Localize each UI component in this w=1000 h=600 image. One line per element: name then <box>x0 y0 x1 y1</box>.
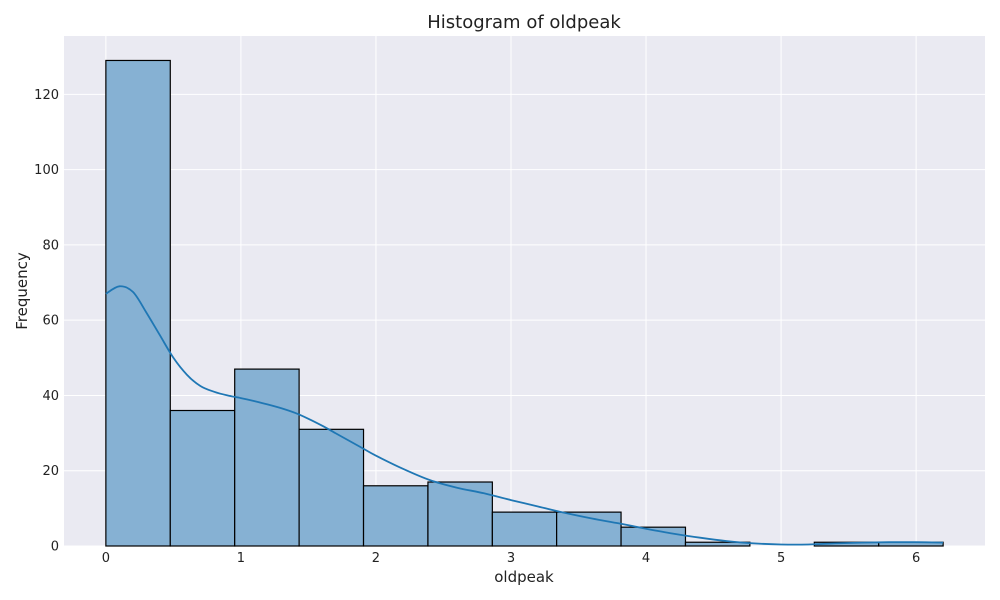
x-tick-label: 5 <box>777 551 785 566</box>
histogram-bar <box>298 428 365 547</box>
kde-curve <box>105 285 944 546</box>
histogram-bar <box>620 526 687 547</box>
x-tick-label: 2 <box>372 551 380 566</box>
y-tick-label: 120 <box>34 88 59 103</box>
x-tick-label: 0 <box>102 551 110 566</box>
histogram-bar <box>684 541 751 547</box>
y-tick-labels: 0 20 40 60 80 100 120 <box>34 88 59 555</box>
x-tick-label: 6 <box>912 551 920 566</box>
y-tick-label: 20 <box>42 464 59 479</box>
x-tick-label: 1 <box>237 551 245 566</box>
y-axis-label: Frequency <box>13 252 31 330</box>
histogram-bar <box>105 59 171 547</box>
y-tick-label: 100 <box>34 163 59 178</box>
y-tick-label: 80 <box>42 238 59 253</box>
histogram-bar <box>169 409 236 547</box>
x-axis-label: oldpeak <box>494 568 554 586</box>
histogram-bar <box>234 368 300 547</box>
histogram-bar <box>491 511 558 547</box>
x-tick-label: 3 <box>507 551 515 566</box>
x-tick-label: 4 <box>642 551 650 566</box>
x-tick-labels: 0 1 2 3 4 5 6 <box>102 551 921 566</box>
y-tick-label: 40 <box>42 389 59 404</box>
chart-title: Histogram of oldpeak <box>427 12 621 33</box>
y-tick-label: 60 <box>42 314 59 329</box>
y-tick-label: 0 <box>51 540 59 555</box>
histogram-bar <box>427 481 493 547</box>
histogram-bar <box>362 485 429 547</box>
